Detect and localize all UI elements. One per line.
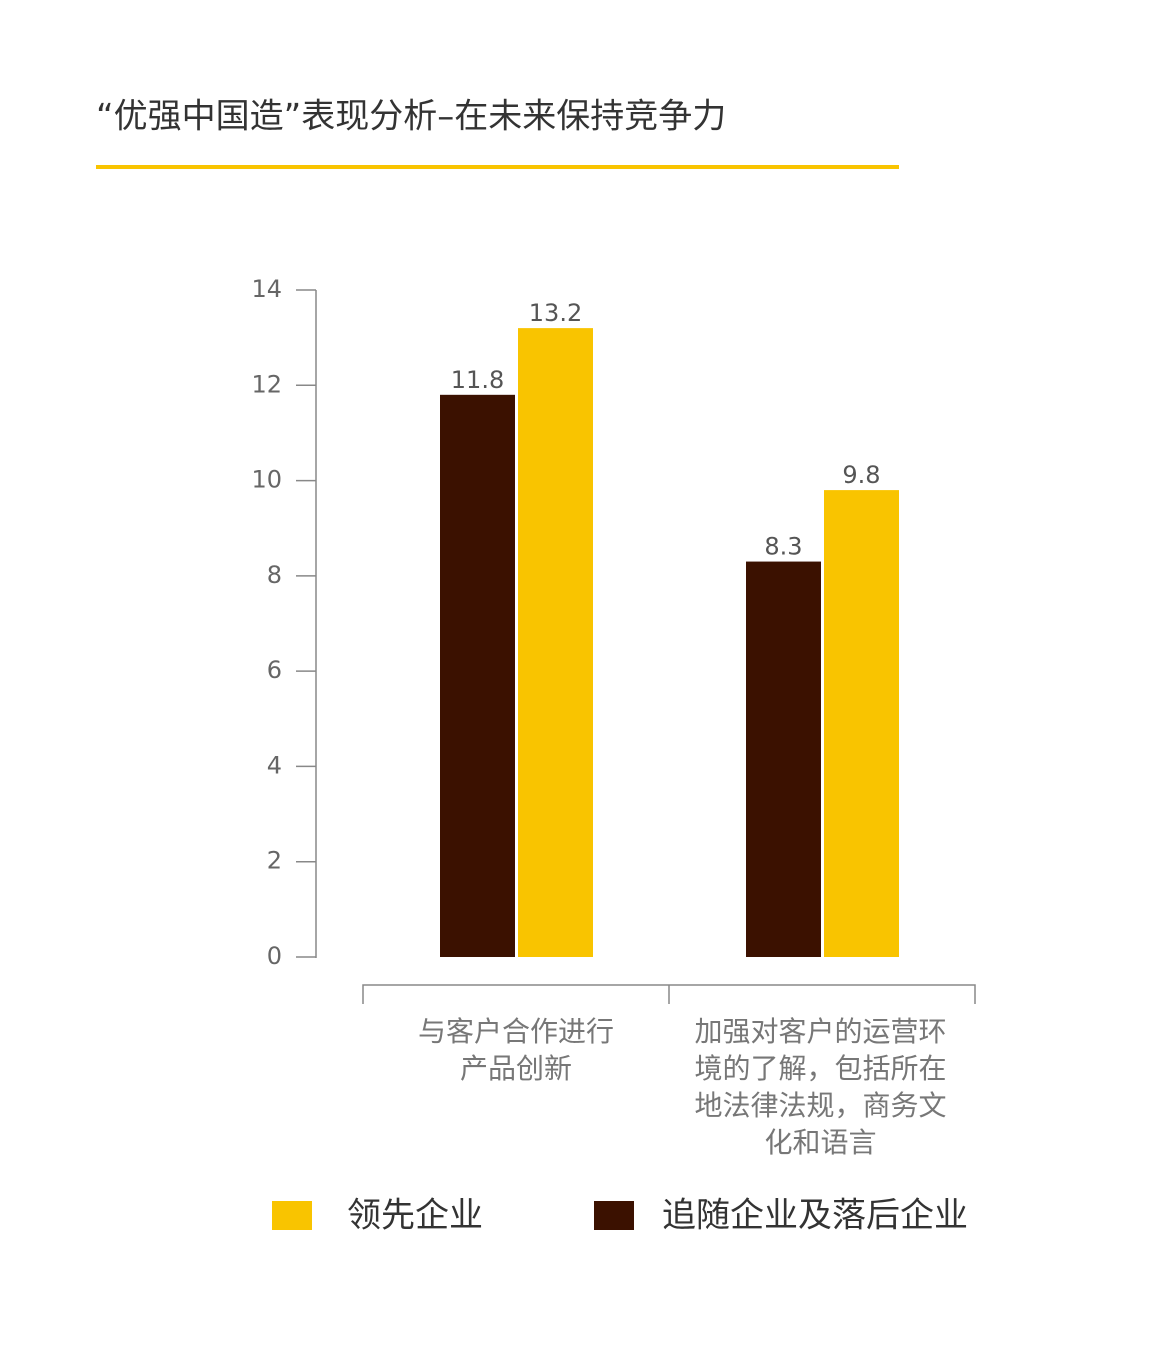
y-tick-label: 4 xyxy=(267,751,282,779)
legend-label: 领先企业 xyxy=(347,1196,483,1236)
y-tick-label: 2 xyxy=(267,847,282,875)
chart-title: “优强中国造”表现分析–在未来保持竞争力 xyxy=(96,97,726,137)
value-label: 9.8 xyxy=(842,461,880,489)
y-tick-label: 10 xyxy=(251,466,282,494)
x-tick-label: 与客户合作进行产品创新 xyxy=(417,1015,614,1085)
y-tick-label: 12 xyxy=(251,370,282,398)
legend-swatch xyxy=(272,1201,312,1230)
bar xyxy=(518,328,593,958)
category-bracket xyxy=(362,984,976,1004)
y-tick-label: 8 xyxy=(267,561,282,589)
value-label: 11.8 xyxy=(451,366,504,394)
bar xyxy=(440,394,515,957)
title-rule xyxy=(96,165,899,169)
value-label: 8.3 xyxy=(764,533,802,561)
y-tick-label: 14 xyxy=(251,275,282,303)
value-label: 13.2 xyxy=(529,299,582,327)
bar xyxy=(746,561,821,957)
x-tick-label: 加强对客户的运营环境的了解，包括所在地法律法规，商务文化和语言 xyxy=(694,1015,947,1159)
y-tick-label: 0 xyxy=(267,942,282,970)
y-tick-label: 6 xyxy=(267,656,282,684)
bar xyxy=(824,490,899,957)
legend-label: 追随企业及落后企业 xyxy=(662,1196,968,1236)
legend-swatch xyxy=(594,1201,634,1230)
